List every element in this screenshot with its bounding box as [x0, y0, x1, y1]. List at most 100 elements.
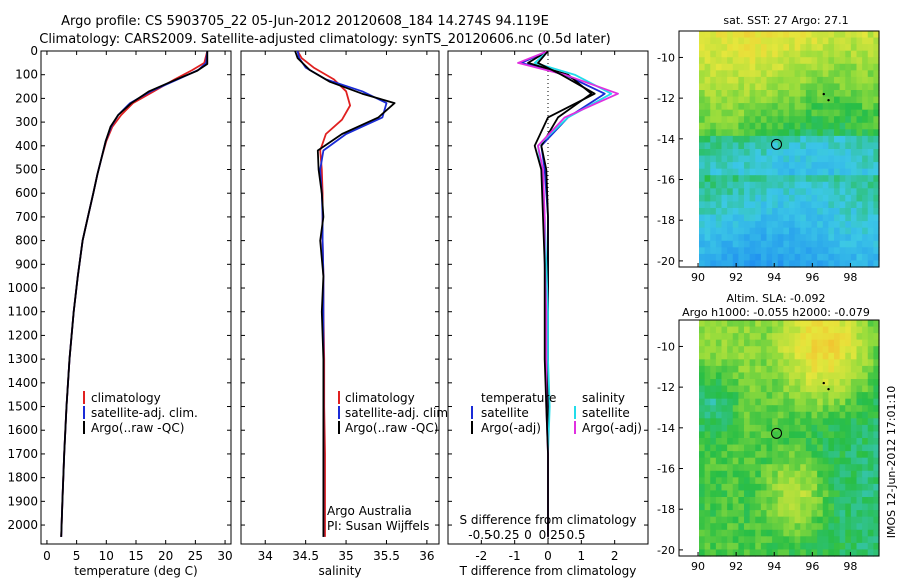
heatmap-cell: [766, 457, 773, 465]
heatmap-cell: [699, 464, 706, 472]
heatmap-cell: [704, 37, 711, 45]
heatmap-cell: [704, 398, 711, 406]
s-tick-label: 0: [524, 528, 532, 542]
heatmap-cell: [766, 398, 773, 406]
heatmap-cell: [749, 405, 756, 413]
heatmap-cell: [828, 365, 835, 374]
heatmap-cell: [856, 116, 863, 124]
heatmap-cell: [704, 227, 711, 235]
heatmap-cell: [828, 188, 835, 196]
heatmap-cell: [800, 135, 807, 144]
heatmap-cell: [862, 201, 869, 209]
heatmap-cell: [777, 470, 784, 478]
heatmap-cell: [794, 175, 801, 183]
heatmap-cell: [873, 50, 880, 58]
heatmap-cell: [704, 234, 711, 242]
heatmap-cell: [828, 542, 835, 551]
heatmap-cell: [873, 333, 880, 341]
y-tick-label: 700: [15, 210, 38, 224]
heatmap-cell: [738, 510, 745, 518]
heatmap-cell: [755, 240, 762, 248]
heatmap-cell: [834, 240, 841, 248]
heatmap-cell: [755, 503, 762, 511]
heatmap-cell: [744, 549, 751, 557]
heatmap-cell: [760, 536, 768, 544]
heatmap-cell: [856, 247, 863, 255]
heatmap-cell: [817, 96, 824, 104]
heatmap-cell: [822, 418, 829, 426]
heatmap-cell: [789, 201, 796, 209]
heatmap-cell: [850, 253, 858, 262]
heatmap-cell: [727, 438, 734, 446]
heatmap-cell: [772, 175, 779, 183]
heatmap-cell: [699, 162, 706, 170]
heatmap-cell: [699, 392, 706, 400]
map-y-tick-label: -14: [657, 422, 675, 435]
heatmap-cell: [760, 503, 768, 511]
heatmap-cell: [715, 162, 723, 170]
heatmap-cell: [789, 50, 796, 58]
heatmap-cell: [721, 90, 728, 98]
heatmap-cell: [777, 116, 784, 124]
heatmap-cell: [732, 168, 739, 176]
heatmap-cell: [867, 44, 874, 52]
heatmap-cell: [800, 76, 807, 85]
heatmap-cell: [738, 333, 745, 341]
heatmap-cell: [721, 365, 728, 374]
heatmap-cell: [710, 109, 717, 117]
heatmap-cell: [789, 234, 796, 242]
heatmap-cell: [834, 451, 841, 459]
series-line-argo-raw-qc: [60, 51, 209, 537]
argo-australia-label: Argo Australia: [327, 504, 412, 518]
heatmap-cell: [738, 208, 745, 216]
map-x-tick-label: 92: [729, 271, 743, 284]
heatmap-cell: [828, 352, 835, 360]
heatmap-cell: [800, 253, 807, 262]
heatmap-cell: [715, 359, 723, 367]
heatmap-cell: [805, 398, 813, 406]
heatmap-cell: [811, 208, 818, 216]
heatmap-cell: [800, 155, 807, 163]
heatmap-cell: [738, 431, 745, 439]
heatmap-cell: [721, 536, 728, 544]
heatmap-cell: [755, 451, 762, 459]
heatmap-cell: [800, 37, 807, 45]
x-tick-label: 34.5: [292, 549, 319, 563]
heatmap-cell: [699, 90, 706, 98]
heatmap-cell: [828, 260, 835, 268]
heatmap-cell: [817, 470, 824, 478]
heatmap-cell: [800, 320, 807, 328]
heatmap-cell: [845, 135, 852, 144]
heatmap-cell: [817, 477, 824, 485]
heatmap-cell: [744, 385, 751, 393]
heatmap-cell: [783, 444, 790, 452]
heatmap-cell: [794, 529, 801, 537]
heatmap-cell: [805, 247, 813, 255]
heatmap-cell: [777, 240, 784, 248]
heatmap-cell: [783, 103, 790, 111]
heatmap-cell: [856, 227, 863, 235]
heatmap-cell: [845, 326, 852, 334]
heatmap-cell: [828, 181, 835, 189]
heatmap-cell: [817, 260, 824, 268]
heatmap-cell: [715, 523, 723, 531]
heatmap-cell: [704, 516, 711, 524]
heatmap-cell: [834, 57, 841, 65]
series-line-argo-raw: [533, 51, 596, 537]
heatmap-cell: [777, 44, 784, 52]
heatmap-cell: [783, 464, 790, 472]
heatmap-cell: [789, 385, 796, 393]
heatmap-cell: [738, 116, 745, 124]
heatmap-cell: [715, 346, 723, 354]
heatmap-cell: [834, 103, 841, 111]
heatmap-cell: [839, 438, 846, 446]
heatmap-cell: [794, 470, 801, 478]
heatmap-cell: [704, 201, 711, 209]
heatmap-cell: [704, 483, 711, 492]
heatmap-cell: [777, 352, 784, 360]
heatmap-cell: [839, 326, 846, 334]
heatmap-cell: [744, 240, 751, 248]
heatmap-cell: [755, 76, 762, 85]
heatmap-cell: [789, 536, 796, 544]
heatmap-cell: [738, 31, 745, 39]
